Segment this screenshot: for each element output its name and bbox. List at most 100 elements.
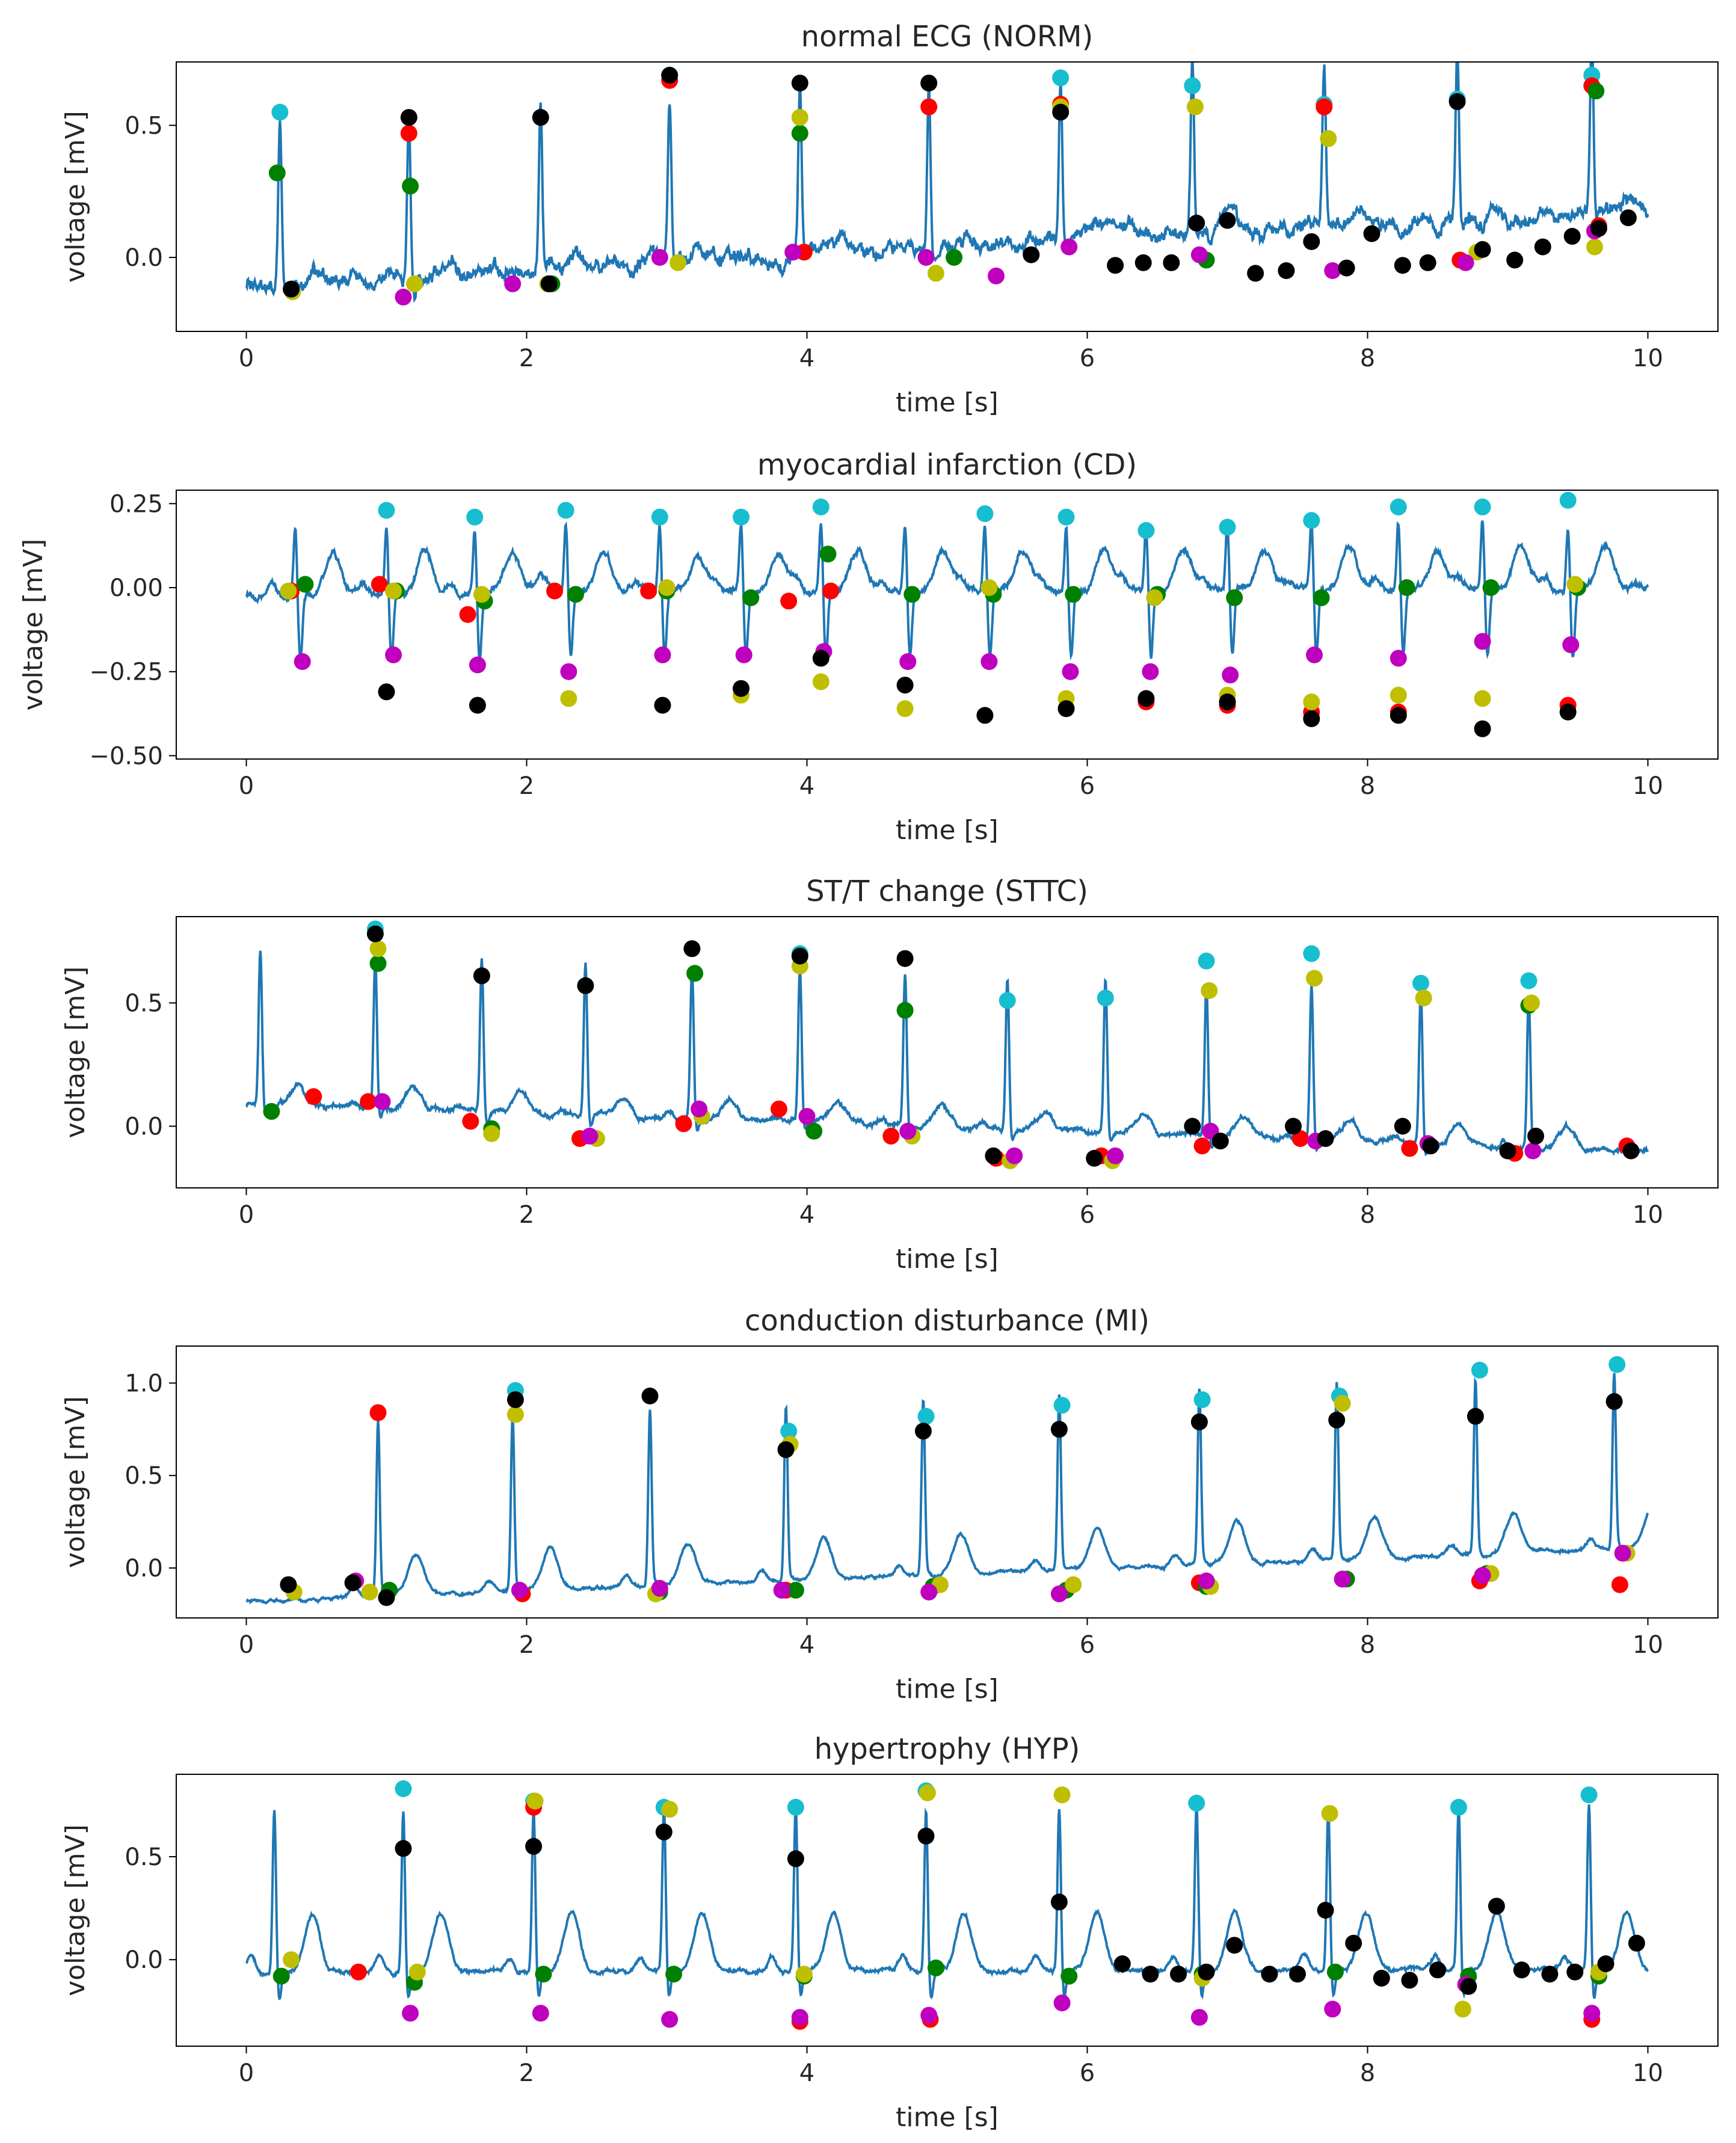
- x-axis-label: time [s]: [896, 2102, 999, 2133]
- marker-yellow: [406, 275, 423, 292]
- markers-cyan: [271, 67, 1601, 121]
- marker-magenta: [899, 653, 917, 670]
- marker-magenta: [1050, 1585, 1068, 1602]
- y-tick-label: 0.0: [125, 1555, 163, 1582]
- marker-magenta: [560, 663, 577, 680]
- marker-red: [400, 125, 417, 142]
- x-tick-label: 8: [1360, 1631, 1375, 1659]
- y-tick-label: 0.5: [125, 112, 163, 140]
- x-tick-label: 2: [519, 2059, 534, 2087]
- marker-yellow: [1415, 989, 1432, 1007]
- marker-cyan: [466, 508, 484, 526]
- marker-magenta: [1222, 666, 1239, 684]
- marker-black: [1467, 1407, 1484, 1425]
- marker-black: [787, 1850, 804, 1868]
- marker-cyan: [1303, 945, 1320, 962]
- marker-black: [1499, 1142, 1516, 1160]
- subplot-5: hypertrophy (HYP) 0 2 4 6 8 10 0.0 0.5 time [s] vo…: [60, 1732, 1719, 2133]
- marker-yellow: [560, 690, 577, 707]
- marker-magenta: [1053, 1994, 1071, 2012]
- marker-black: [1394, 1118, 1411, 1135]
- marker-black: [1050, 1421, 1068, 1438]
- x-tick-label: 10: [1633, 2059, 1663, 2087]
- marker-red: [462, 1113, 479, 1130]
- marker-cyan: [1520, 972, 1537, 989]
- marker-black: [1534, 238, 1551, 256]
- marker-black: [1278, 262, 1295, 279]
- marker-green: [742, 589, 760, 606]
- marker-black: [976, 707, 994, 724]
- axes-frame: [176, 916, 1719, 1188]
- marker-black: [283, 280, 300, 298]
- marker-cyan: [1137, 522, 1155, 539]
- marker-black: [1373, 1970, 1390, 1987]
- marker-magenta: [735, 646, 753, 663]
- marker-black: [469, 696, 486, 714]
- markers-cyan: [366, 920, 1537, 1009]
- marker-cyan: [1198, 952, 1215, 970]
- x-tick-label: 6: [1080, 1201, 1095, 1229]
- marker-black: [1506, 251, 1524, 269]
- x-tick-label: 6: [1080, 345, 1095, 372]
- marker-cyan: [733, 508, 749, 526]
- axes-frame: [176, 490, 1719, 760]
- marker-black: [1023, 246, 1040, 263]
- marker-magenta: [773, 1581, 790, 1599]
- markers-black: [395, 1823, 1645, 1995]
- marker-magenta: [791, 2009, 808, 2026]
- markers-yellow: [280, 576, 1584, 718]
- marker-red: [349, 1963, 367, 1981]
- marker-yellow: [385, 582, 402, 600]
- marker-magenta: [1324, 2000, 1341, 2018]
- marker-black: [1605, 1393, 1623, 1410]
- marker-black: [1163, 254, 1180, 271]
- x-tick-label: 6: [1080, 1631, 1095, 1659]
- marker-yellow: [1303, 693, 1320, 710]
- x-tick-label: 2: [519, 345, 534, 372]
- marker-black: [1050, 1893, 1068, 1911]
- marker-magenta: [920, 1584, 938, 1600]
- marker-green: [535, 1966, 552, 1983]
- marker-magenta: [294, 653, 311, 670]
- marker-black: [1211, 1133, 1229, 1150]
- marker-green: [1326, 1963, 1344, 1981]
- marker-magenta: [920, 2006, 938, 2024]
- marker-black: [1559, 703, 1577, 721]
- x-tick-label: 4: [799, 2059, 814, 2087]
- marker-cyan: [1052, 69, 1070, 87]
- marker-black: [1566, 1963, 1584, 1981]
- marker-cyan: [1193, 1391, 1211, 1409]
- marker-black: [914, 1422, 932, 1440]
- subplot-1: normal ECG (NORM) 0 2 4 6 8 10 0.0 0.5 time [s] vo…: [60, 20, 1719, 418]
- marker-yellow: [408, 1963, 426, 1981]
- marker-black: [1345, 1934, 1362, 1952]
- marker-magenta: [1583, 2005, 1601, 2022]
- marker-black: [400, 109, 417, 126]
- markers-green: [297, 546, 1586, 610]
- marker-magenta: [504, 275, 522, 292]
- marker-cyan: [1053, 1397, 1071, 1414]
- marker-black: [791, 75, 808, 92]
- x-tick-label: 4: [799, 345, 814, 372]
- y-tick-label: 0.5: [125, 1462, 163, 1490]
- marker-cyan: [395, 1780, 412, 1797]
- x-tick-label: 6: [1080, 2059, 1095, 2087]
- marker-black: [1474, 241, 1491, 258]
- marker-yellow: [369, 940, 387, 958]
- axes-frame: [176, 61, 1719, 332]
- marker-green: [263, 1102, 280, 1120]
- chart-title: ST/T change (STTC): [806, 875, 1088, 908]
- marker-black: [1448, 93, 1466, 110]
- marker-yellow: [280, 582, 297, 600]
- markers-cyan: [378, 491, 1577, 539]
- markers-cyan: [395, 1780, 1598, 1816]
- x-axis-label: time [s]: [896, 1674, 999, 1705]
- x-tick-label: 0: [239, 1631, 254, 1659]
- marker-red: [459, 606, 476, 623]
- y-tick-label: 1.0: [125, 1370, 163, 1397]
- marker-magenta: [691, 1100, 708, 1118]
- marker-yellow: [1474, 690, 1491, 707]
- marker-green: [297, 576, 314, 593]
- marker-cyan: [787, 1798, 804, 1816]
- y-tick-label: 0.00: [109, 574, 163, 602]
